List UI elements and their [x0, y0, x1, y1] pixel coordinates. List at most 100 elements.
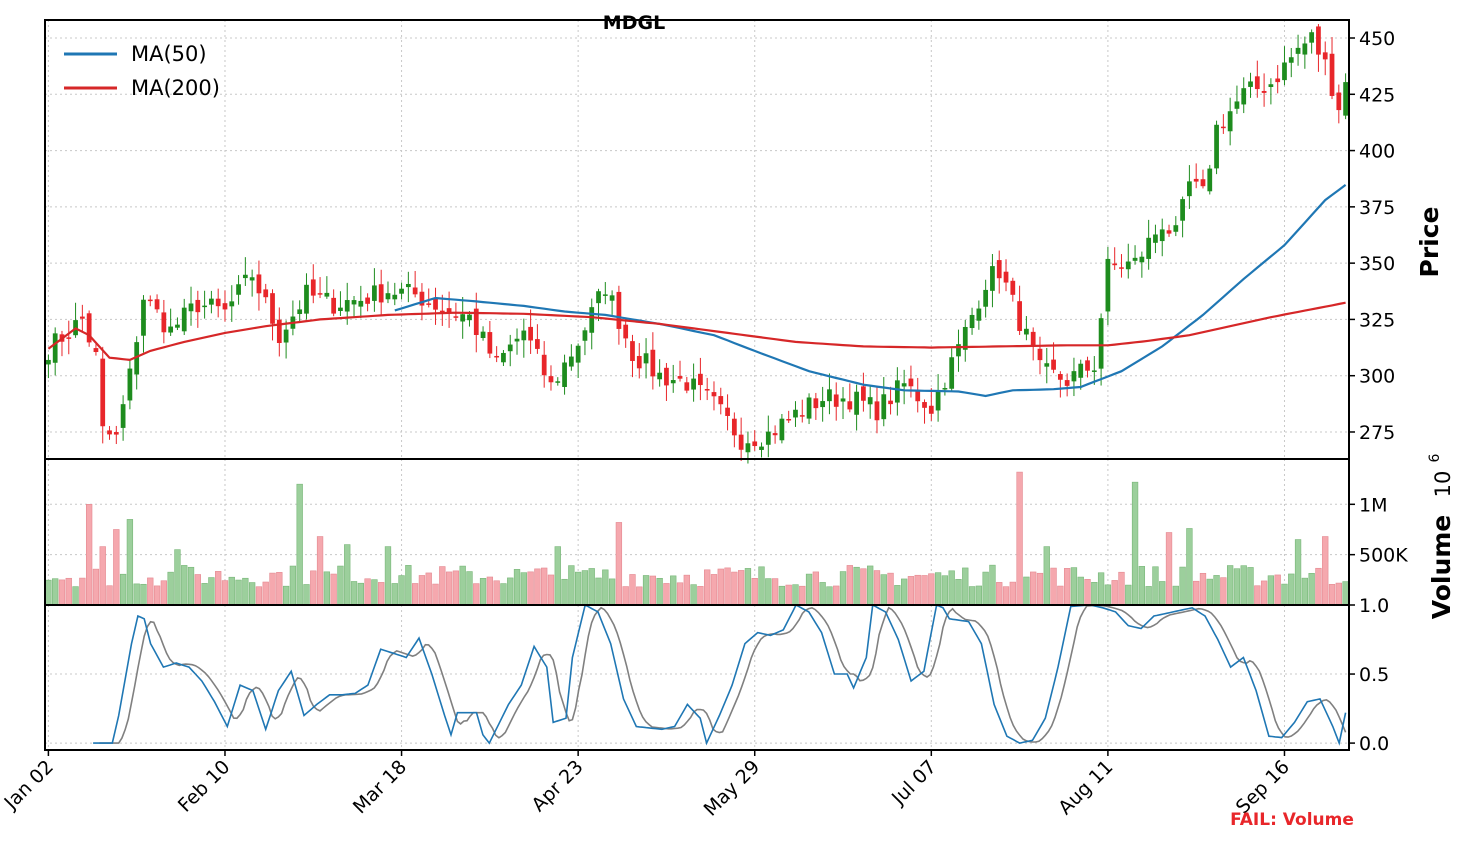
candle-body: [731, 418, 737, 436]
candle-body: [473, 308, 479, 335]
candle-body: [636, 355, 642, 369]
volume-bar: [588, 568, 595, 606]
candle-body: [704, 389, 710, 391]
candle-body: [209, 298, 214, 305]
volume-panel: [45, 471, 1349, 606]
candle-body: [1322, 52, 1328, 60]
volume-bar: [792, 584, 799, 606]
candle-body: [1234, 101, 1240, 109]
volume-bar: [704, 569, 711, 606]
candle-body: [283, 329, 289, 343]
volume-bar: [208, 577, 215, 606]
volume-bar: [921, 575, 928, 606]
volume-bar: [771, 578, 779, 606]
volume-bar: [147, 577, 154, 606]
volume-bar: [303, 584, 310, 606]
candle-body: [487, 332, 493, 354]
candle-body: [942, 388, 948, 390]
candle-body: [861, 386, 866, 401]
volume-bar: [676, 582, 684, 606]
candle-body: [1146, 237, 1152, 259]
candle-body: [351, 300, 357, 305]
volume-bar: [1322, 536, 1329, 606]
volume-bar: [1308, 573, 1315, 606]
candle-body: [378, 284, 384, 303]
candle-body: [494, 355, 500, 358]
candle-body: [202, 305, 207, 308]
candle-body: [405, 283, 411, 288]
volume-bar: [486, 576, 494, 606]
candle-body: [1078, 363, 1084, 378]
volume-bar: [527, 571, 534, 606]
volume-bar: [778, 585, 786, 606]
volume-bar: [1077, 576, 1084, 606]
candle-body: [256, 274, 262, 294]
volume-bar: [1111, 580, 1118, 606]
candle-body: [1044, 363, 1050, 367]
candle-body: [1139, 256, 1145, 263]
price-axis-label: Price: [1415, 207, 1444, 278]
candle-body: [1159, 229, 1165, 242]
volume-bar: [547, 574, 555, 606]
candle-body: [983, 289, 989, 307]
candle-body: [1180, 199, 1185, 221]
candle-body: [908, 378, 914, 387]
volume-bar: [1091, 582, 1098, 606]
volume-bar: [812, 571, 820, 606]
candle-body: [602, 294, 608, 296]
candle-body: [1268, 84, 1274, 87]
candle-body: [881, 394, 887, 420]
volume-bar: [581, 570, 589, 606]
volume-bar: [1070, 567, 1078, 606]
volume-bar: [344, 544, 351, 606]
volume-bar: [907, 576, 915, 606]
volume-bar: [221, 580, 229, 606]
volume-bar: [1172, 585, 1179, 606]
volume-bar: [507, 577, 514, 606]
volume-bar: [948, 570, 955, 606]
candle-body: [181, 307, 187, 332]
volume-bar: [72, 586, 79, 606]
candle-body: [935, 391, 941, 411]
candle-body: [888, 400, 893, 405]
candle-body: [698, 373, 703, 386]
volume-bar: [1226, 565, 1234, 606]
candle-body: [331, 297, 337, 314]
volume-bar: [330, 573, 337, 606]
volume-bar: [1050, 567, 1057, 606]
candle-body: [52, 333, 58, 363]
candle-body: [412, 287, 418, 295]
candle-body: [1085, 360, 1090, 371]
volume-bar: [248, 582, 256, 606]
candle-body: [582, 330, 588, 341]
candle-body: [385, 293, 391, 300]
volume-bar: [751, 578, 758, 606]
grid-lines: [45, 20, 1349, 750]
candle-body: [1003, 271, 1009, 283]
candle-body: [1010, 280, 1016, 295]
volume-bar: [602, 569, 609, 606]
osc-signal-line: [99, 604, 1347, 744]
volume-bar: [289, 565, 297, 606]
volume-bar: [45, 579, 52, 606]
volume-bar: [1002, 586, 1010, 606]
candle-body: [215, 298, 221, 307]
legend-ma50-label: MA(50): [131, 42, 207, 66]
candle-body: [609, 295, 615, 301]
candle-body: [141, 299, 146, 336]
volume-bar: [85, 504, 93, 606]
volume-bar: [520, 572, 527, 606]
volume-bar: [561, 578, 568, 606]
volume-bar: [568, 565, 575, 606]
price-tick-label: 375: [1359, 197, 1395, 219]
oscillator-panel: [93, 603, 1347, 746]
candle-body: [113, 432, 119, 435]
volume-bar: [1328, 584, 1336, 606]
volume-bar: [1233, 568, 1241, 606]
candle-body: [249, 277, 255, 281]
volume-bar: [1247, 567, 1254, 606]
candle-body: [799, 415, 805, 417]
volume-bar: [1199, 572, 1207, 606]
volume-bar: [1009, 581, 1016, 606]
volume-bar: [126, 519, 134, 606]
